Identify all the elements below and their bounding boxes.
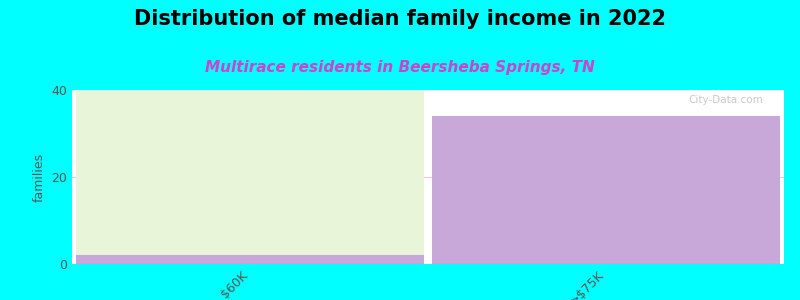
Bar	[431, 116, 781, 264]
Text: City-Data.com: City-Data.com	[688, 95, 762, 105]
Bar	[75, 90, 425, 264]
Y-axis label: families: families	[33, 152, 46, 202]
Text: Distribution of median family income in 2022: Distribution of median family income in …	[134, 9, 666, 29]
Bar	[75, 255, 425, 264]
Text: Multirace residents in Beersheba Springs, TN: Multirace residents in Beersheba Springs…	[205, 60, 595, 75]
